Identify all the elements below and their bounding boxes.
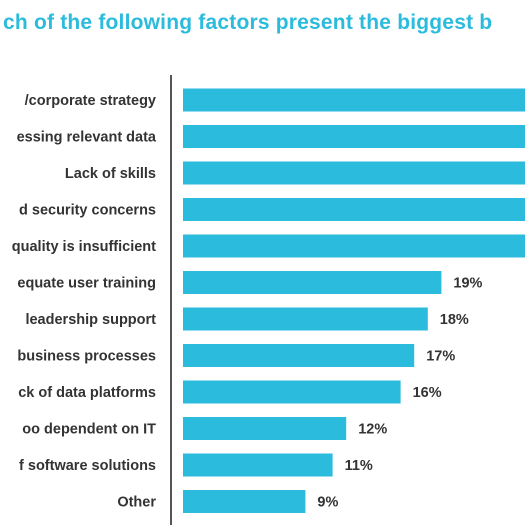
category-label: business processes <box>17 349 156 365</box>
category-label: quality is insufficient <box>12 239 156 255</box>
category-label: equate user training <box>17 276 156 292</box>
value-label: 12% <box>358 422 387 438</box>
category-label: essing relevant data <box>17 130 157 146</box>
bar <box>183 88 525 112</box>
value-label: 18% <box>440 312 469 328</box>
bar <box>183 271 442 294</box>
bar <box>183 307 428 331</box>
bar <box>183 380 401 404</box>
chart-title: ch of the following factors present the … <box>3 11 492 34</box>
category-label: leadership support <box>25 312 156 328</box>
value-label: 16% <box>413 385 442 401</box>
category-label: f software solutions <box>19 458 156 474</box>
value-label: 9% <box>317 495 338 511</box>
bar <box>183 234 525 258</box>
bar <box>183 161 525 185</box>
category-label: d security concerns <box>19 203 156 219</box>
category-label: oo dependent on IT <box>22 422 156 438</box>
category-label: ck of data platforms <box>18 385 156 401</box>
category-label: /corporate strategy <box>25 93 156 109</box>
category-label: Other <box>117 495 156 511</box>
bars-layer <box>183 88 525 513</box>
bar <box>183 417 347 440</box>
bar <box>183 453 333 477</box>
bar <box>183 490 306 513</box>
bar <box>183 198 525 221</box>
value-label: 11% <box>345 458 373 474</box>
category-label: Lack of skills <box>65 166 156 182</box>
bar <box>183 344 415 367</box>
value-label: 17% <box>426 349 455 365</box>
bar <box>183 125 525 148</box>
value-label: 19% <box>453 276 482 292</box>
